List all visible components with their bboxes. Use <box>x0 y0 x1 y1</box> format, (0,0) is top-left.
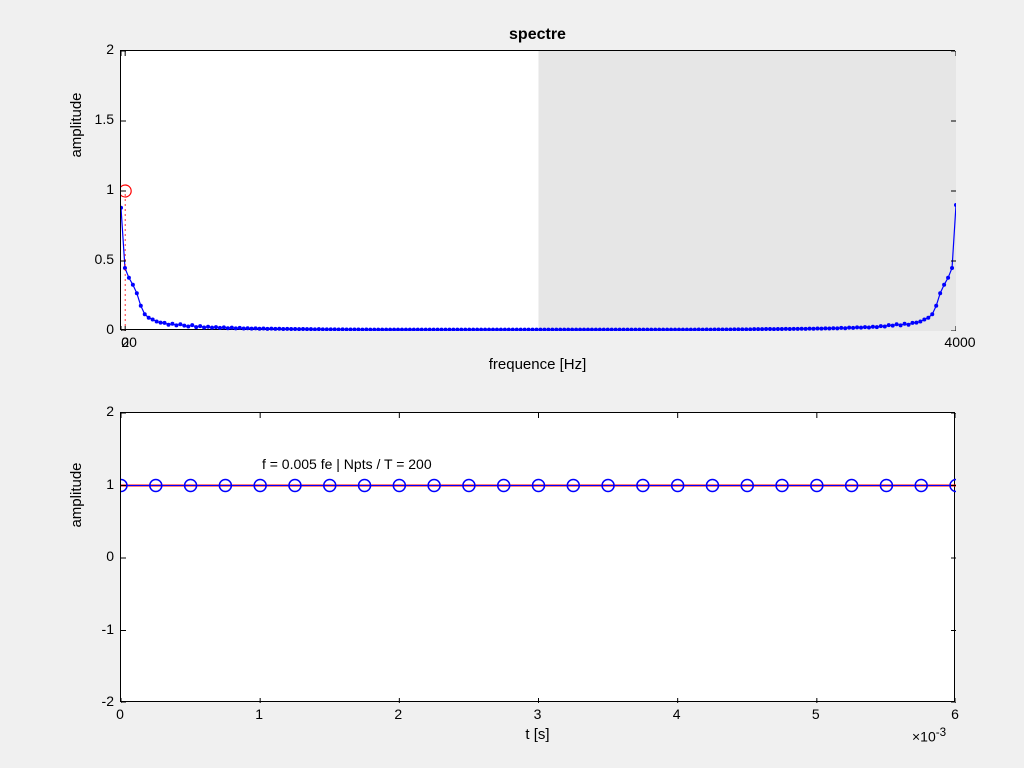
bottom-ytick-label: 2 <box>106 403 114 419</box>
top-xlabel: frequence [Hz] <box>120 356 955 373</box>
bottom-chart-svg <box>121 413 956 703</box>
bottom-xlabel: t [s] <box>120 726 955 743</box>
top-chart-axes <box>120 50 955 330</box>
top-xtick-label: 20 <box>109 334 149 350</box>
top-ytick-label: 0.5 <box>95 251 114 267</box>
bottom-xtick-label: 6 <box>945 706 965 722</box>
bottom-chart-axes <box>120 412 955 702</box>
bottom-xtick-label: 2 <box>388 706 408 722</box>
top-ytick-label: 1.5 <box>95 111 114 127</box>
top-ytick-label: 1 <box>106 181 114 197</box>
bottom-xtick-label: 1 <box>249 706 269 722</box>
x-exponent-text: ×10 <box>912 729 936 745</box>
bottom-ytick-label: 0 <box>106 548 114 564</box>
bottom-ytick-label: 1 <box>106 476 114 492</box>
bottom-xtick-label: 0 <box>110 706 130 722</box>
top-ytick-label: 2 <box>106 41 114 57</box>
top-chart-svg <box>121 51 956 331</box>
bottom-xtick-label: 4 <box>667 706 687 722</box>
x-exponent-sup: -3 <box>936 726 946 739</box>
bottom-ytick-label: -1 <box>102 621 114 637</box>
top-xtick-label: 4000 <box>940 334 980 350</box>
bottom-xtick-label: 3 <box>528 706 548 722</box>
bottom-annotation: f = 0.005 fe | Npts / T = 200 <box>262 456 432 472</box>
bottom-ylabel: amplitude <box>68 395 85 595</box>
x-exponent-label: ×10-3 <box>912 726 946 745</box>
bottom-xtick-label: 5 <box>806 706 826 722</box>
top-chart-title: spectre <box>120 26 955 44</box>
figure: spectre amplitude frequence [Hz] 0 0.5 1 1.… <box>0 0 1024 768</box>
top-ylabel: amplitude <box>68 25 85 225</box>
